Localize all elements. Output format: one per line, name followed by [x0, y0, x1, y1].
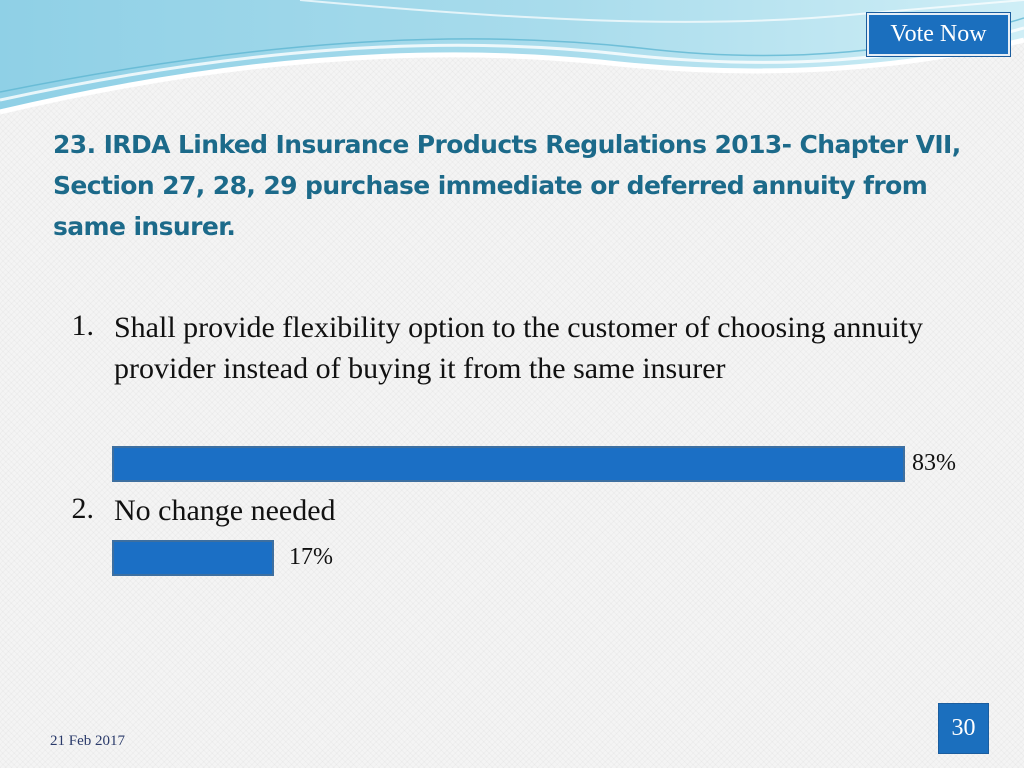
page-number-badge: 30	[938, 703, 989, 754]
result-bar-option-1	[112, 446, 905, 482]
slide-date: 21 Feb 2017	[50, 733, 125, 749]
result-bar-option-2	[112, 540, 274, 576]
option-number: 2.	[71, 492, 95, 525]
option-text: No change needed	[114, 494, 336, 527]
result-percent-option-2: 17%	[289, 544, 333, 570]
option-text: Shall provide flexibility option to the …	[114, 311, 924, 385]
vote-now-button[interactable]: Vote Now	[866, 12, 1011, 57]
option-number: 1.	[71, 309, 95, 342]
question-title: 23. IRDA Linked Insurance Products Regul…	[53, 130, 961, 241]
result-percent-option-1: 83%	[912, 450, 956, 476]
